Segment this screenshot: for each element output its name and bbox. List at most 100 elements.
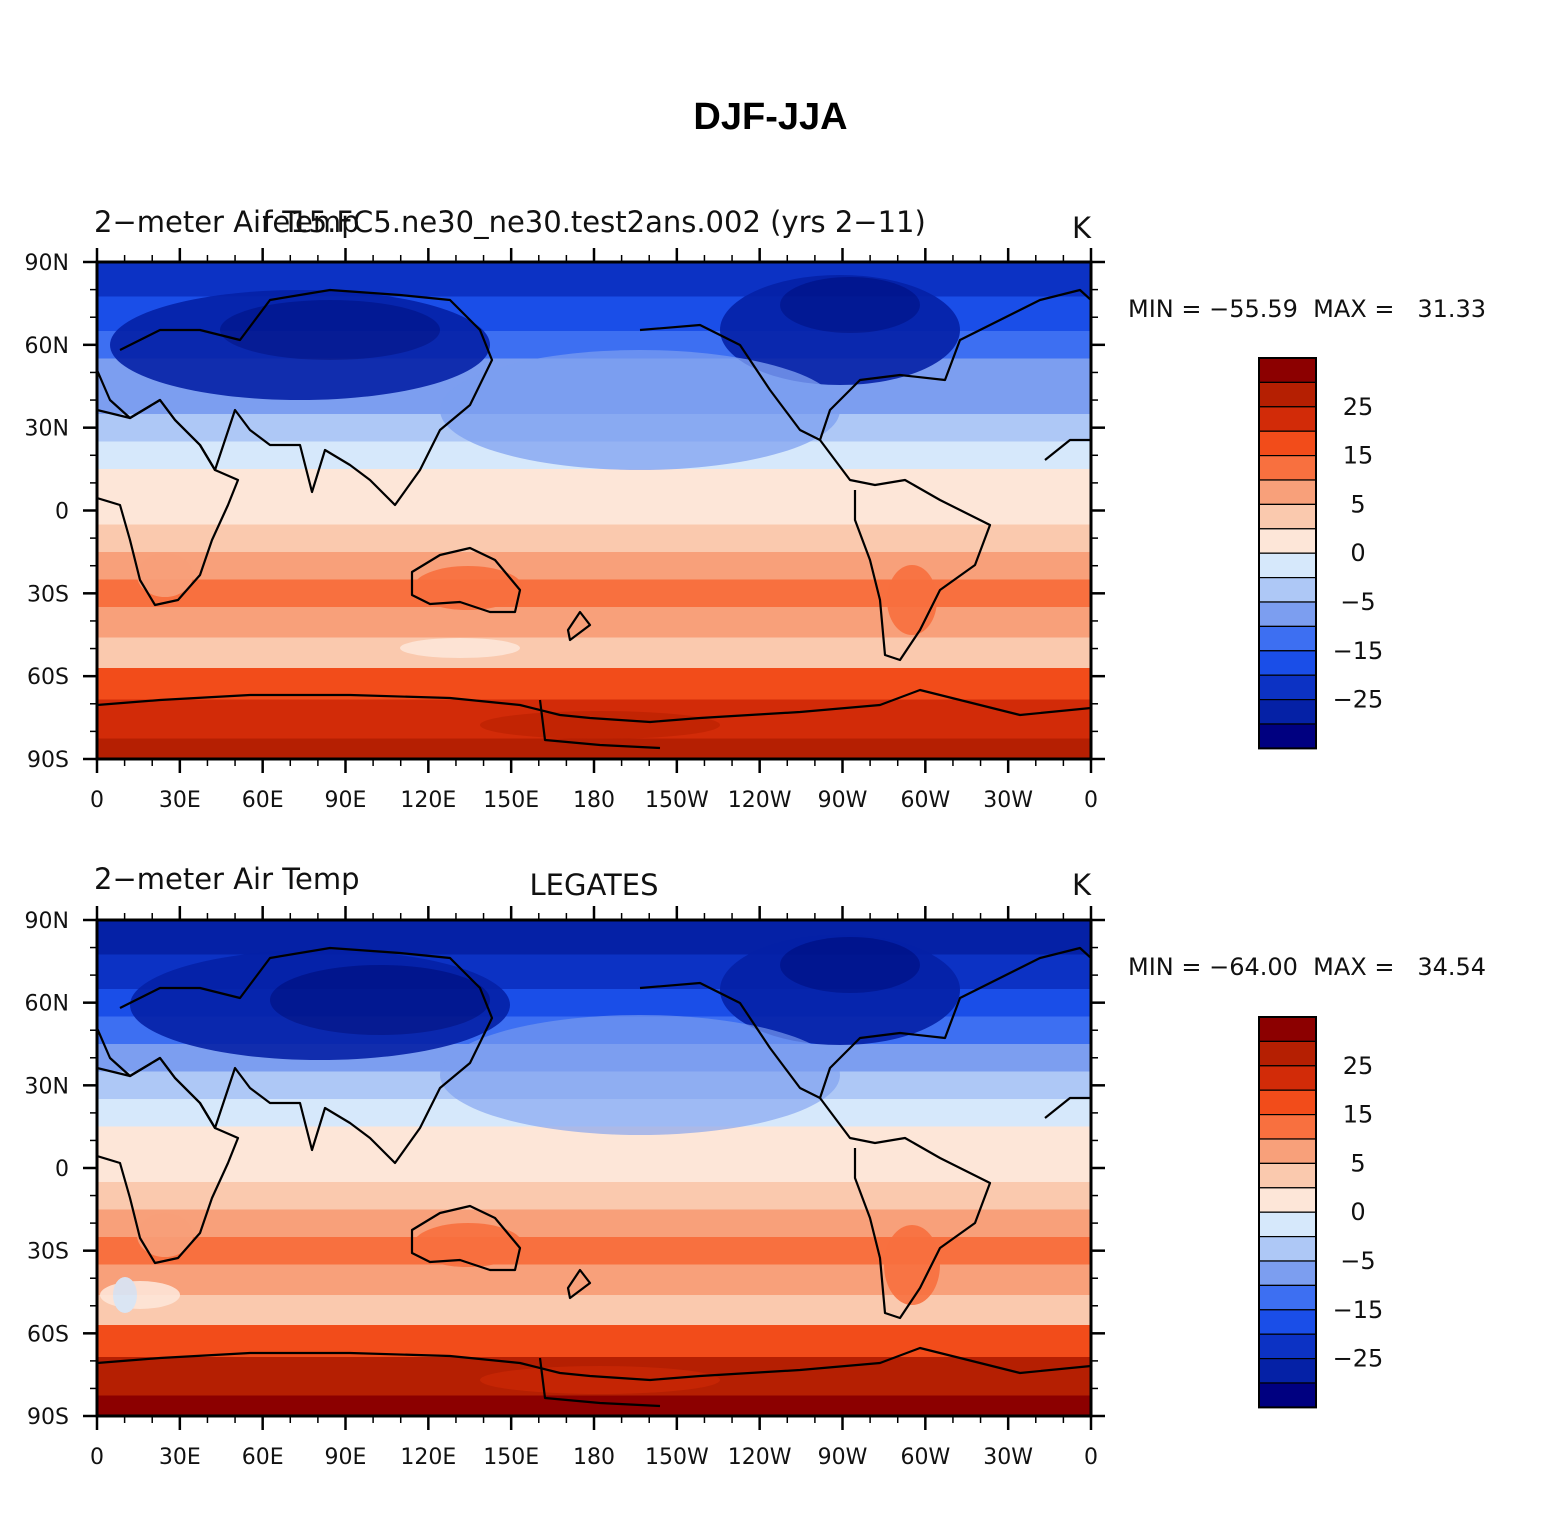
colorbar-box [1258,1357,1317,1384]
colorbar-box [1258,1333,1317,1360]
colorbar-box [1258,625,1317,652]
panel-2-region-samerica-warm [884,1225,940,1305]
x-tick-label: 30W [983,788,1033,813]
colorbar-box [1258,1065,1317,1091]
panel-2-region-australia-warm [413,1223,523,1267]
colorbar-box [1258,552,1317,579]
panel-1-region-antarctic-hot [480,711,720,739]
colorbar-label: 15 [1343,442,1374,470]
colorbar-box [1258,455,1317,481]
panel-2-map [97,920,1091,1416]
colorbar-box [1258,1113,1317,1140]
y-tick-label: 60N [25,992,69,1017]
y-tick-label: 30S [27,1240,69,1265]
x-tick-label: 0 [1084,788,1098,813]
panel-1-region-pacific-mild [440,350,840,470]
x-tick-label: 30W [983,1445,1033,1470]
colorbar-box [1258,674,1317,701]
colorbar-label: −15 [1333,1296,1384,1324]
colorbar-box [1258,1138,1317,1164]
panel-2-region-atlantic-cool [113,1277,137,1313]
panel-1: 2−meter Air Temp fe15.FC5.ne30_ne30.test… [25,205,1487,813]
colorbar-box [1258,1260,1317,1286]
colorbar-label: 0 [1350,539,1365,567]
colorbar-box [1258,381,1317,408]
x-tick-label: 0 [90,788,104,813]
x-tick-label: 60E [242,1445,284,1470]
x-tick-label: 120E [400,788,456,813]
x-tick-label: 120W [728,788,792,813]
x-tick-label: 60E [242,788,284,813]
y-tick-label: 90S [27,748,69,773]
panel-2-region-canada-core [780,937,920,993]
colorbar-label: −5 [1340,588,1375,616]
colorbar-box [1258,650,1317,676]
panel-2-colorbar: 25 15 5 0 −5 −15 −25 [1258,1016,1384,1409]
colorbar-box [1258,430,1317,457]
x-tick-label: 60W [900,1445,950,1470]
panel-1-region-safrica-warm [137,553,193,597]
x-tick-label: 120W [728,1445,792,1470]
x-tick-label: 150W [645,1445,709,1470]
colorbar-box [1258,576,1317,603]
panel-2-units: K [1072,868,1092,902]
x-tick-label: 0 [90,1445,104,1470]
colorbar-box [1258,723,1317,749]
colorbar-box [1258,1016,1317,1042]
y-tick-label: 0 [55,500,69,525]
panel-1-units: K [1072,211,1092,245]
panel-1-center-title: fe15.FC5.ne30_ne30.test2ans.002 (yrs 2−1… [262,205,926,239]
colorbar-box [1258,479,1317,505]
x-tick-label: 180 [573,1445,615,1470]
panel-2-region-safrica-warm [137,1213,193,1257]
panel-1-minmax: MIN = −55.59 MAX = 31.33 [1128,295,1486,323]
panel-1-region-samerica-warm [887,565,937,635]
panel-1-coastlines [97,288,1091,750]
panel-2-region-pacific-mild [440,1015,840,1135]
panel-1-region-siberia-core [220,300,440,360]
colorbar-label: −25 [1333,686,1384,714]
x-tick-label: 0 [1084,1445,1098,1470]
panel-1-region-southocean-cool [400,638,520,658]
y-tick-label: 30N [25,417,69,442]
x-tick-label: 120E [400,1445,456,1470]
colorbar-box [1258,1040,1317,1067]
y-tick-label: 90N [25,909,69,934]
panel-1-map [97,262,1091,759]
colorbar-box [1258,1162,1317,1189]
colorbar-frame [1258,1016,1317,1409]
colorbar-box [1258,1309,1317,1335]
colorbar-box [1258,1187,1317,1213]
x-tick-label: 180 [573,788,615,813]
panel-1-colorbar: 25 15 5 0 −5 −15 −25 [1258,357,1384,750]
x-tick-label: 30E [159,1445,201,1470]
y-tick-label: 60N [25,334,69,359]
panel-2: 2−meter Air Temp LEGATES K [25,862,1487,1470]
panel-1-axes: 0 30E 60E 90E 120E 150E 180 150W 120W 90W 60W 30W 09… [25,248,1105,813]
colorbar-label: −5 [1340,1247,1375,1275]
colorbar-label: −25 [1333,1345,1384,1373]
panel-1-region-canada-core [780,277,920,333]
colorbar-box [1258,1382,1317,1408]
panel-2-minmax: MIN = −64.00 MAX = 34.54 [1128,953,1486,981]
panel-2-region-siberia-core [270,965,490,1035]
x-tick-label: 90W [818,1445,868,1470]
colorbar-box [1258,1089,1317,1116]
x-tick-label: 90E [325,788,367,813]
panel-2-region-antarctic-hot [480,1366,720,1394]
colorbar-box [1258,503,1317,530]
colorbar-frame [1258,357,1317,750]
panel-2-center-title: LEGATES [530,868,659,902]
x-tick-label: 60W [900,788,950,813]
colorbar-box [1258,1284,1317,1311]
colorbar-label: 5 [1350,490,1365,518]
colorbar-box [1258,528,1317,554]
colorbar-box [1258,406,1317,432]
y-tick-label: 0 [55,1157,69,1182]
colorbar-box [1258,601,1317,627]
colorbar-label: 25 [1343,393,1374,421]
y-tick-label: 90N [25,251,69,276]
panel-2-axes: 0 30E 60E 90E 120E 150E 180 150W 120W 90W 60W 30W 09… [25,906,1105,1470]
y-tick-label: 30N [25,1074,69,1099]
